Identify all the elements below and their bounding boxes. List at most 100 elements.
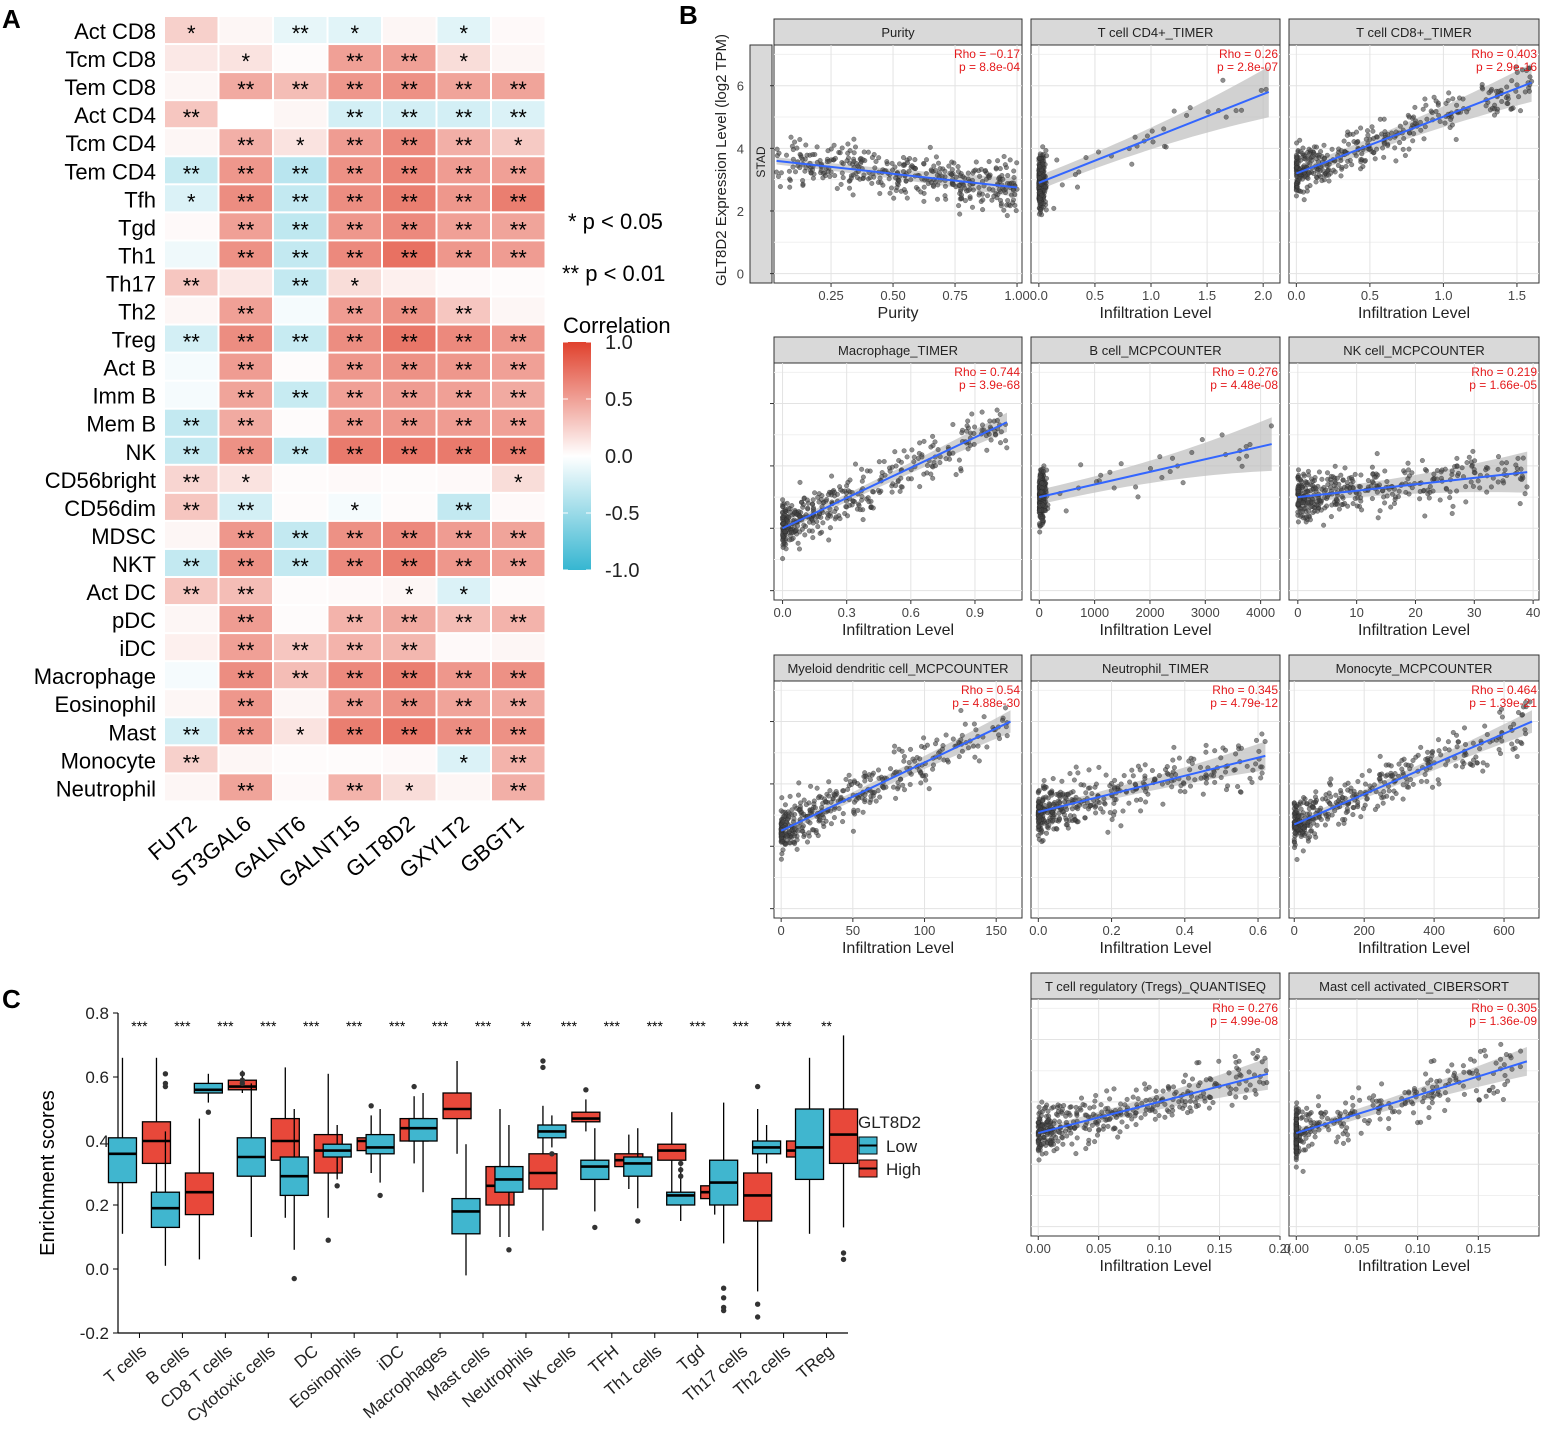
scatter-point [1342, 1109, 1348, 1115]
scatter-point [941, 757, 947, 763]
scatter-point [988, 437, 994, 443]
scatter-point [999, 172, 1005, 179]
heatmap-cell [165, 465, 218, 492]
heatmap-row-label: Th2 [118, 300, 156, 325]
heatmap-cell [492, 549, 545, 576]
scatter-point [1121, 773, 1127, 779]
scatter-point [1067, 1112, 1073, 1118]
scatter-point [1362, 781, 1369, 787]
scatter-point [1352, 471, 1358, 477]
scatter-point [1449, 468, 1455, 474]
scatter-point [1049, 792, 1055, 798]
outlier-point [162, 1071, 169, 1077]
heatmap-cell [437, 269, 490, 296]
heatmap-sig-mark: ** [401, 610, 419, 635]
heatmap-row-label: Act CD8 [74, 19, 156, 44]
scatter-point [1406, 114, 1412, 120]
scatter-point [1422, 513, 1428, 519]
scatter-point [1499, 714, 1505, 720]
scatter-point [1059, 1110, 1065, 1116]
scatter-point [797, 165, 803, 171]
x-tick-label: 1.0 [1434, 288, 1452, 303]
scatter-point [908, 771, 914, 777]
scatter-point [1300, 145, 1306, 151]
scatter-point [1169, 1104, 1175, 1110]
scatter-point [1157, 454, 1163, 460]
scatter-point [937, 460, 943, 466]
scatter-point [1295, 501, 1301, 507]
scatter-point [1439, 467, 1445, 473]
heatmap-cell [492, 381, 545, 408]
scatter-point [809, 517, 816, 523]
p-annotation: p = 2.9e-16 [1476, 60, 1537, 74]
scatter-point [1205, 109, 1211, 115]
heatmap-sig-mark: * [187, 21, 196, 46]
scatter-point [1098, 1102, 1104, 1108]
scatter-point [1037, 529, 1043, 535]
scatter-point [1400, 796, 1406, 802]
heatmap-sig-mark: ** [183, 273, 201, 298]
scatter-point [971, 721, 977, 727]
scatter-point [820, 170, 826, 176]
scatter-point [1382, 468, 1388, 474]
heatmap-cell [274, 465, 327, 492]
x-tick-label: 0.50 [880, 288, 905, 303]
scatter-point [896, 457, 902, 464]
heatmap-cell [328, 185, 381, 212]
scatter-point [1467, 761, 1473, 767]
scatter-point [1516, 94, 1522, 100]
panel-label-b: B [679, 0, 698, 30]
scatter-point [1105, 1105, 1111, 1111]
heatmap-sig-mark: ** [346, 77, 364, 102]
scatter-point [1068, 1130, 1074, 1136]
scatter-point [969, 204, 976, 210]
scatter-point [812, 805, 818, 811]
scatter-point [1378, 1098, 1384, 1104]
scatter-point [1438, 752, 1444, 758]
scatter-point [850, 192, 856, 198]
scatter-point [1169, 455, 1176, 461]
scatter-point [794, 837, 800, 843]
scatter-point [1389, 795, 1395, 801]
scatter-point [1220, 77, 1226, 83]
scatter-point [1292, 830, 1298, 836]
heatmap-cell [383, 325, 436, 352]
heatmap-cell [383, 465, 436, 492]
scatter-point [1208, 1077, 1214, 1083]
scatter-point [900, 782, 906, 788]
scatter-point [930, 442, 936, 449]
scatter-point [792, 139, 798, 145]
panel-label-c: C [2, 984, 21, 1014]
heatmap-sig-mark: * [514, 470, 523, 495]
heatmap-sig-mark: * [241, 470, 250, 495]
scatter-point [1502, 1072, 1508, 1079]
scatter-point [897, 488, 903, 494]
scatter-point [1305, 500, 1311, 506]
heatmap-cell [437, 353, 490, 380]
scatter-point [1035, 823, 1041, 830]
scatter-point [1144, 133, 1150, 139]
scatter-point [1306, 151, 1313, 157]
scatter-point [1163, 144, 1169, 150]
scatter-point [1517, 501, 1523, 507]
box [184, 1172, 215, 1216]
scatter-point [1169, 1112, 1175, 1118]
y-tick-label: 2 [737, 204, 744, 219]
heatmap-cell [492, 634, 545, 661]
scatter-point [1312, 1134, 1318, 1140]
scatter-point [918, 743, 925, 749]
heatmap-sig-mark: ** [292, 273, 310, 298]
scatter-point [975, 743, 981, 749]
scatter-point [1505, 93, 1511, 99]
scatter-point [1471, 469, 1477, 476]
scatter-point [1350, 1102, 1356, 1109]
scatter-point [1340, 816, 1346, 823]
scatter-point [1296, 813, 1302, 819]
scatter-point [828, 821, 834, 827]
scatter-point [1420, 1099, 1426, 1105]
scatter-point [867, 175, 873, 181]
heatmap-sig-mark: ** [510, 414, 528, 439]
scatter-point [1156, 1113, 1162, 1119]
scatter-point [950, 421, 956, 428]
scatter-point [1083, 790, 1089, 796]
